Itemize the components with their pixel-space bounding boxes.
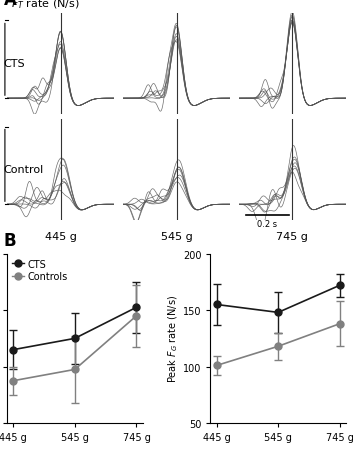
Text: B: B <box>4 232 16 249</box>
Text: 0.2 s: 0.2 s <box>257 219 277 228</box>
Text: A: A <box>4 0 16 9</box>
Text: 545 g: 545 g <box>161 232 192 242</box>
Legend: CTS, Controls: CTS, Controls <box>12 259 68 282</box>
Text: Control: Control <box>4 165 44 175</box>
Text: $F_T$ rate (N/s): $F_T$ rate (N/s) <box>11 0 79 11</box>
Text: 445 g: 445 g <box>45 232 77 242</box>
Text: 745 g: 745 g <box>276 232 308 242</box>
Text: CTS: CTS <box>4 59 25 69</box>
Y-axis label: Peak $F_G$ rate (N/s): Peak $F_G$ rate (N/s) <box>167 295 180 383</box>
